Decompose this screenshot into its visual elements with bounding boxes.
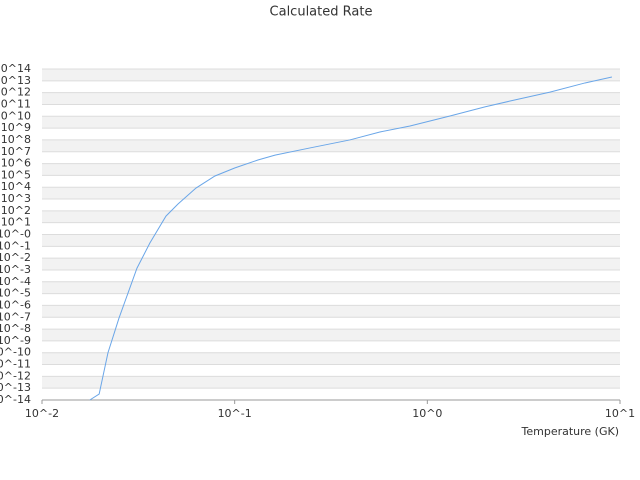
y-tick-label: 10^5: [1, 168, 31, 181]
grid-band: [42, 352, 620, 365]
grid-band: [42, 234, 620, 247]
grid-band: [42, 139, 620, 152]
y-tick-label: 10^2: [1, 204, 31, 217]
x-tick-label: 10^-1: [218, 407, 252, 420]
y-tick-label: 10^-3: [0, 263, 31, 276]
chart-title: Calculated Rate: [270, 5, 373, 20]
x-axis-label: Temperature (GK): [521, 425, 620, 438]
y-tick-label: 10^-9: [0, 334, 31, 347]
x-tick-label: 10^-2: [25, 407, 59, 420]
grid-band: [42, 92, 620, 105]
y-tick-label: 10^-6: [0, 298, 31, 311]
grid-band: [42, 329, 620, 341]
y-tick-label: 10^-11: [0, 358, 31, 371]
grid-band: [42, 163, 620, 176]
grid-band: [42, 69, 620, 81]
y-tick-label: 10^-4: [0, 275, 31, 288]
y-tick-label: 10^7: [1, 145, 31, 158]
y-tick-label: 10^-7: [0, 310, 31, 323]
y-tick-label: 10^-13: [0, 381, 31, 394]
grid-band: [42, 258, 620, 270]
y-tick-label: 10^4: [1, 180, 31, 193]
y-tick-label: 10^11: [0, 97, 31, 110]
x-tick-label: 10^1: [605, 407, 635, 420]
y-tick-label: 10^-2: [0, 251, 31, 264]
y-tick-label: 10^6: [1, 157, 31, 170]
data-line: [89, 76, 613, 401]
x-tick-label: 10^0: [412, 407, 442, 420]
y-tick-label: 10^10: [0, 109, 31, 122]
y-tick-label: 10^1: [1, 216, 31, 229]
y-tick-label: 10^-10: [0, 346, 31, 359]
grid-band: [42, 116, 620, 129]
y-tick-label: 10^-14: [0, 393, 31, 406]
grid-band: [42, 305, 620, 318]
y-tick-label: 10^8: [1, 133, 31, 146]
y-tick-label: 10^14: [0, 62, 31, 75]
y-tick-label: 10^-1: [0, 239, 31, 252]
y-tick-label: 10^9: [1, 121, 31, 134]
grid-band: [42, 281, 620, 294]
grid-band: [42, 187, 620, 200]
y-tick-label: 10^12: [0, 86, 31, 99]
y-tick-label: 10^13: [0, 74, 31, 87]
y-tick-label: 10^-5: [0, 287, 31, 300]
grid-band: [42, 210, 620, 223]
grid-band: [42, 376, 620, 389]
y-tick-label: 10^-8: [0, 322, 31, 335]
y-tick-label: 10^-0: [0, 228, 31, 241]
y-tick-label: 10^-12: [0, 369, 31, 382]
y-tick-label: 10^3: [1, 192, 31, 205]
